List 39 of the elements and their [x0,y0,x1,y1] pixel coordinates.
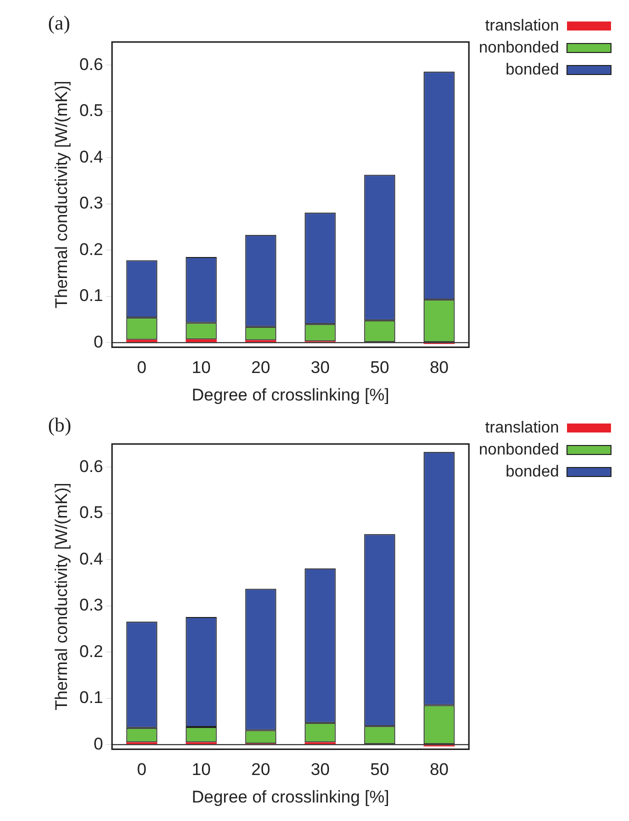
x-axis-title: Degree of crosslinking [%] [192,385,390,404]
y-tick-label: 0 [94,332,104,352]
x-tick-label: 20 [251,760,270,780]
y-axis-title: Thermal conductivity [W/(mK)] [52,482,71,710]
legend-label: translation [485,419,559,436]
y-tick-label: 0.5 [79,101,104,120]
x-tick-label: 0 [137,760,147,780]
y-tick-label: 0.2 [79,240,104,259]
chart-title: (a) [48,12,70,34]
x-tick-label: 20 [251,358,270,378]
y-tick-label: 0.3 [79,194,104,213]
legend-label: translation [485,17,559,34]
x-tick-label: 50 [370,760,390,780]
y-tick-label: 0.1 [79,286,104,306]
legend-label: bonded [506,61,559,78]
bar [186,339,217,342]
y-tick-label: 0.4 [79,147,104,166]
x-tick-label: 10 [192,358,211,378]
chart-title: (b) [48,414,72,436]
y-tick-label: 0.2 [79,642,104,661]
x-tick-label: 10 [192,760,211,780]
y-tick-label: 0.3 [79,596,104,615]
x-tick-label: 50 [370,358,390,378]
x-tick-label: 30 [310,358,330,378]
x-tick-label: 80 [430,358,449,378]
y-tick-label: 0.1 [79,688,104,708]
y-tick-label: 0.6 [79,456,104,476]
y-tick-label: 0.4 [79,549,104,568]
y-axis-title: Thermal conductivity [W/(mK)] [52,80,71,308]
x-tick-label: 80 [430,760,449,780]
legend-label: nonbonded [478,39,559,56]
y-tick-label: 0 [94,734,104,754]
x-tick-label: 30 [310,760,330,780]
x-tick-label: 0 [137,358,147,378]
x-axis-title: Degree of crosslinking [%] [192,787,390,806]
legend-label: nonbonded [478,441,559,458]
y-tick-label: 0.6 [79,54,104,74]
y-tick-label: 0.5 [79,503,104,522]
legend-label: bonded [506,463,559,480]
